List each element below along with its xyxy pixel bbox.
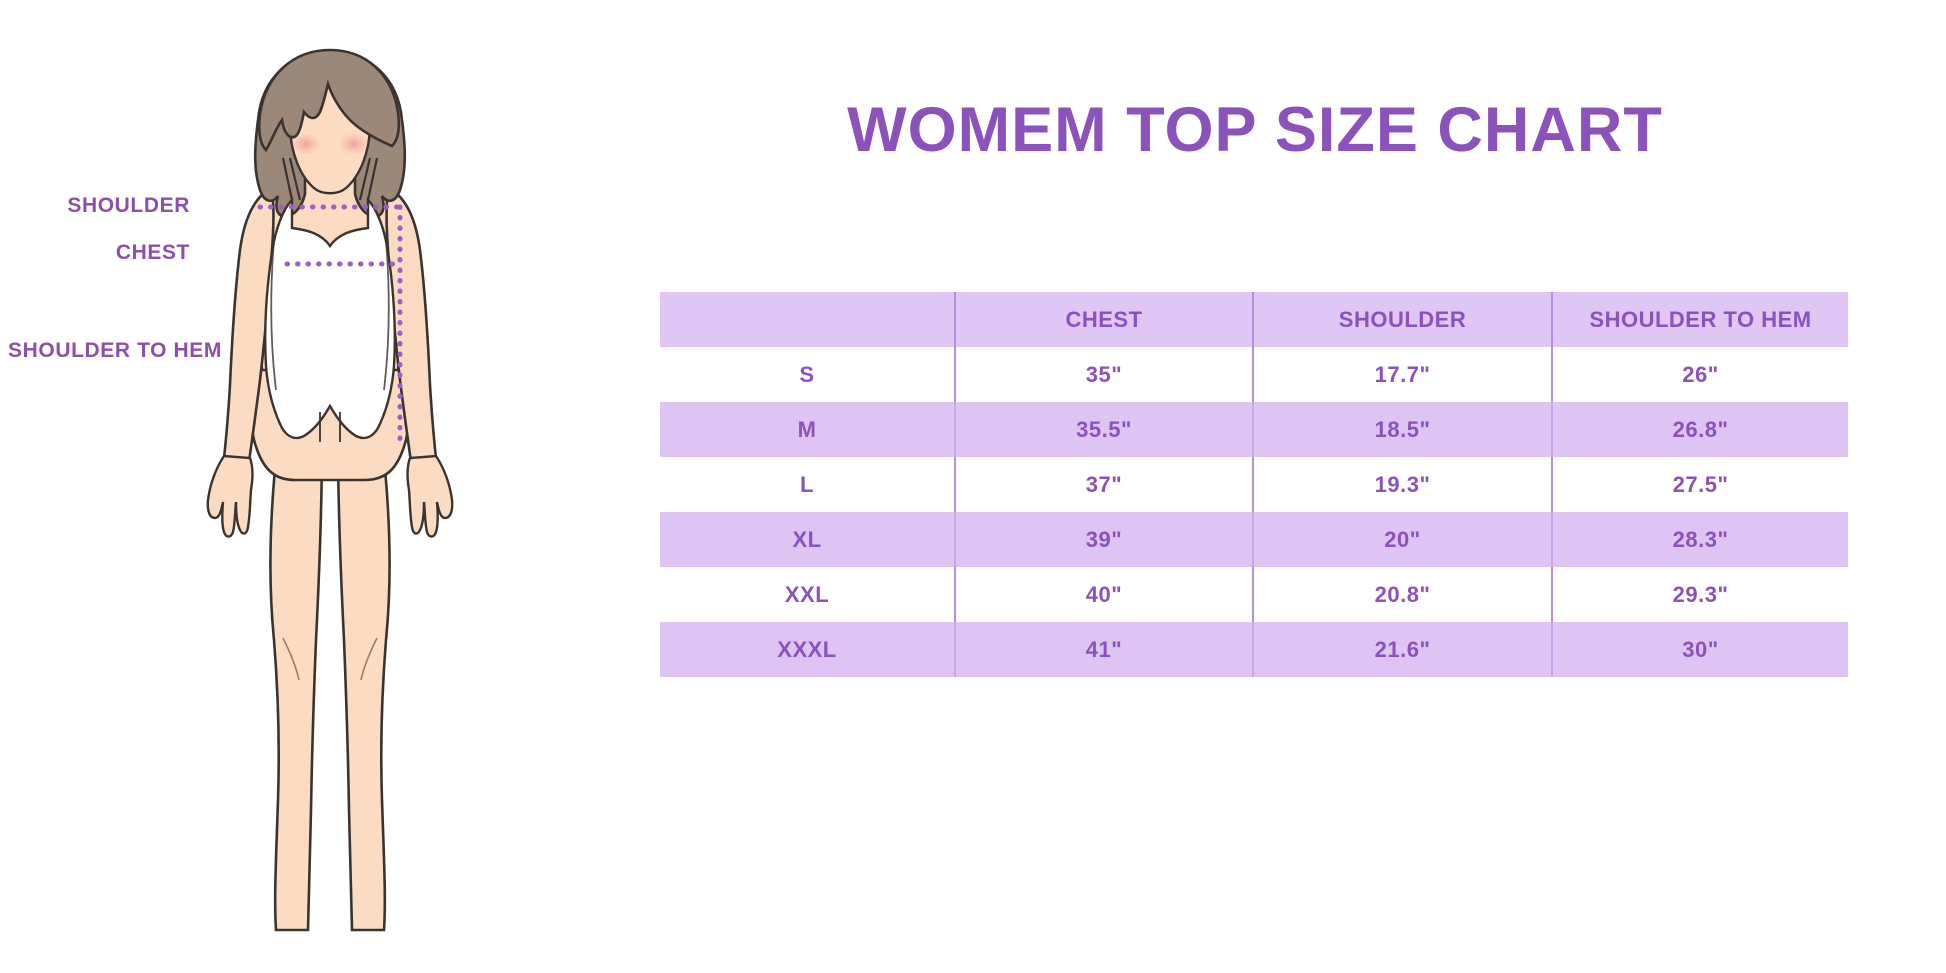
cell-chest: 35.5" bbox=[954, 402, 1253, 457]
cell-shoulder-to-hem: 28.3" bbox=[1551, 512, 1848, 567]
side-seam-right bbox=[383, 239, 390, 391]
header-shoulder: SHOULDER bbox=[1252, 292, 1552, 347]
cell-shoulder: 19.3" bbox=[1252, 457, 1552, 512]
cell-shoulder: 21.6" bbox=[1252, 622, 1552, 677]
figure-panel: SHOULDER CHEST SHOULDER TO HEM bbox=[0, 0, 620, 973]
cell-chest: 35" bbox=[954, 347, 1253, 402]
page-title: WOMEM TOP SIZE CHART bbox=[847, 95, 1663, 166]
header-shoulder-to-hem: SHOULDER TO HEM bbox=[1551, 292, 1848, 347]
female-body-illustration bbox=[206, 48, 454, 932]
table-header: CHEST SHOULDER SHOULDER TO HEM bbox=[660, 292, 1848, 347]
bodysuit bbox=[264, 197, 396, 440]
cell-chest: 41" bbox=[954, 622, 1253, 677]
hair-front bbox=[257, 48, 401, 153]
left-hand bbox=[206, 454, 254, 538]
crotch-seam bbox=[319, 412, 341, 442]
strap-left-inner bbox=[288, 157, 302, 201]
strap-right-inner bbox=[358, 157, 372, 201]
body-group bbox=[206, 48, 454, 932]
cell-shoulder-to-hem: 30" bbox=[1551, 622, 1848, 677]
strap-left bbox=[281, 157, 294, 201]
side-seam-left bbox=[270, 239, 277, 391]
cell-shoulder-to-hem: 26.8" bbox=[1551, 402, 1848, 457]
left-leg bbox=[269, 438, 324, 932]
left-knee-line bbox=[282, 637, 300, 681]
table-row: S 35" 17.7" 26" bbox=[660, 347, 1848, 402]
cell-shoulder: 18.5" bbox=[1252, 402, 1552, 457]
table-row: XXL 40" 20.8" 29.3" bbox=[660, 567, 1848, 622]
cell-chest: 40" bbox=[954, 567, 1253, 622]
table-body: S 35" 17.7" 26" M 35.5" 18.5" 26.8" L 37" 19.3" 27.… bbox=[660, 347, 1848, 677]
header-row: CHEST SHOULDER SHOULDER TO HEM bbox=[660, 292, 1848, 347]
label-shoulder: SHOULDER bbox=[67, 194, 190, 217]
cell-size: M bbox=[797, 416, 817, 442]
right-leg bbox=[336, 438, 391, 932]
right-hand bbox=[406, 454, 454, 538]
table-row: XL 39" 20" 28.3" bbox=[660, 512, 1848, 567]
cell-size: XXL bbox=[784, 581, 830, 607]
table-row: M 35.5" 18.5" 26.8" bbox=[660, 402, 1848, 457]
cell-shoulder-to-hem: 29.3" bbox=[1551, 567, 1848, 622]
cell-chest: 39" bbox=[954, 512, 1253, 567]
table-row: L 37" 19.3" 27.5" bbox=[660, 457, 1848, 512]
cell-shoulder-to-hem: 26" bbox=[1551, 347, 1848, 402]
cell-size: XL bbox=[792, 526, 822, 552]
header-size bbox=[660, 292, 955, 347]
cell-size: L bbox=[800, 471, 814, 497]
cell-shoulder: 20" bbox=[1252, 512, 1552, 567]
label-chest: CHEST bbox=[115, 241, 190, 264]
cell-chest: 37" bbox=[954, 457, 1253, 512]
right-knee-line bbox=[360, 637, 378, 681]
label-shoulder-to-hem: SHOULDER TO HEM bbox=[8, 339, 222, 362]
cell-size: S bbox=[799, 361, 815, 387]
size-chart-table: CHEST SHOULDER SHOULDER TO HEM S 35" 17.7"… bbox=[660, 292, 1848, 677]
blush-left bbox=[291, 133, 321, 155]
blush-right bbox=[339, 133, 369, 155]
cell-shoulder: 17.7" bbox=[1252, 347, 1552, 402]
table-row: XXXL 41" 21.6" 30" bbox=[660, 622, 1848, 677]
strap-right bbox=[366, 157, 379, 201]
cell-shoulder: 20.8" bbox=[1252, 567, 1552, 622]
cell-size: XXXL bbox=[777, 636, 837, 662]
cell-shoulder-to-hem: 27.5" bbox=[1551, 457, 1848, 512]
header-chest: CHEST bbox=[954, 292, 1253, 347]
